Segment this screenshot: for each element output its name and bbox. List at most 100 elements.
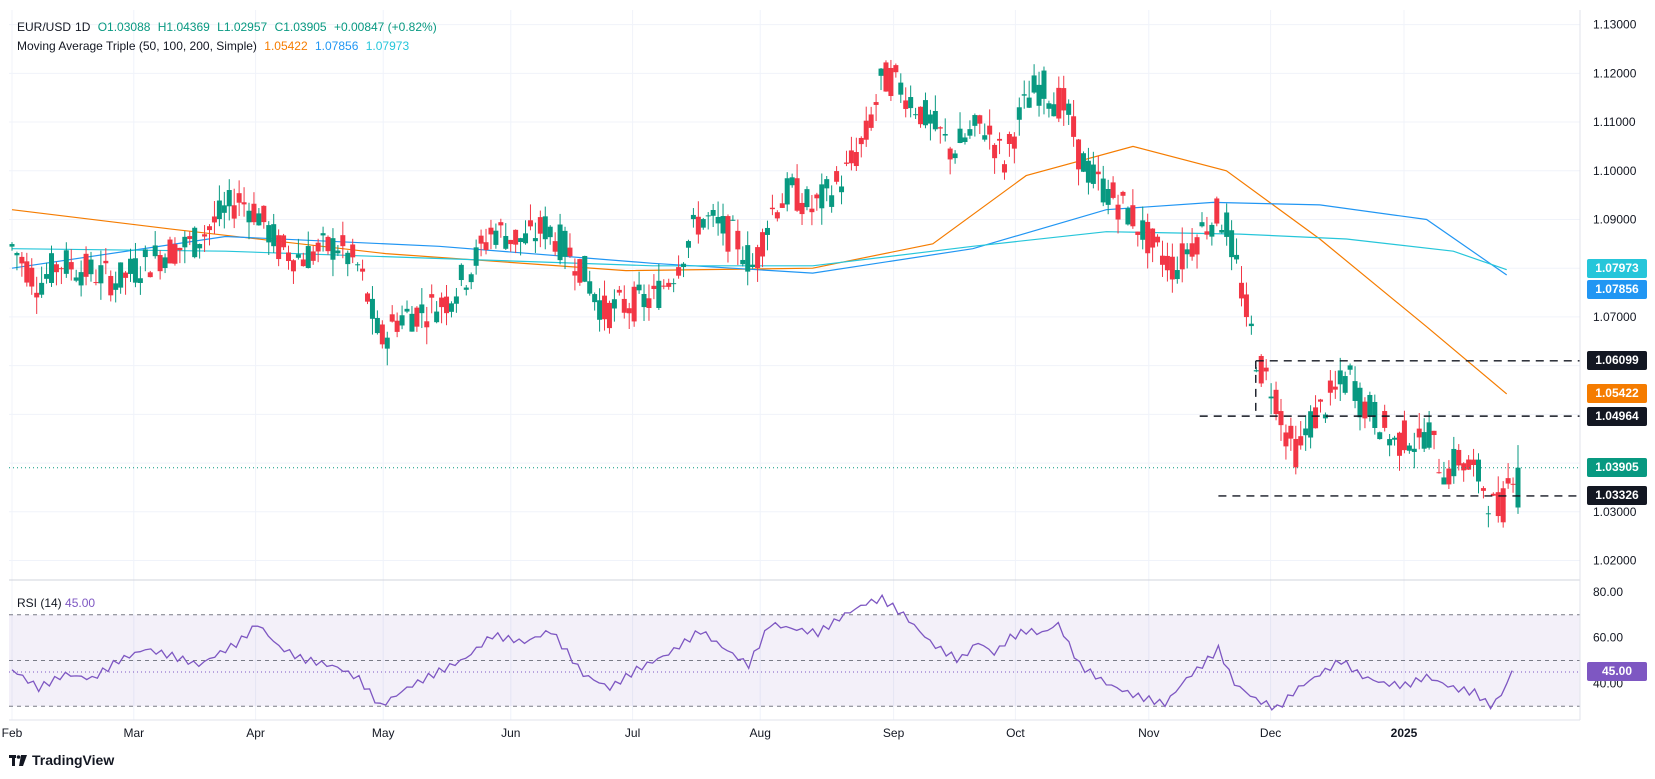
candle-body [987, 125, 993, 135]
candle-body [1155, 236, 1161, 243]
price-tag: 1.03326 [1587, 486, 1647, 506]
candle-body [167, 239, 173, 264]
candle-body [63, 250, 69, 274]
candle-body [962, 137, 968, 143]
candle-body [448, 303, 454, 312]
candle-body [527, 220, 533, 227]
price-tick-label: 1.11000 [1593, 115, 1636, 129]
price-tick-label: 1.02000 [1593, 554, 1637, 568]
candle-body [740, 259, 746, 265]
price-tag: 1.04964 [1587, 406, 1647, 426]
candle-body [1298, 436, 1304, 446]
candle-body [345, 252, 351, 265]
candle-body [557, 224, 563, 261]
candle-body [646, 298, 652, 309]
candle-body [1253, 370, 1259, 372]
candle-body [34, 292, 40, 298]
candle-body [1184, 249, 1190, 255]
candle-body [310, 251, 316, 261]
month-label: Dec [1260, 726, 1281, 740]
candle-body [93, 282, 99, 284]
candle-body [769, 207, 775, 210]
candle-body [690, 214, 696, 220]
candle-body [1332, 386, 1338, 390]
candle-body [1303, 428, 1309, 436]
candle-body [913, 114, 919, 116]
candle-body [829, 195, 835, 207]
candle-body [1288, 425, 1294, 439]
candle-body [671, 283, 677, 285]
candle-body [1401, 420, 1407, 451]
candle-body [1416, 428, 1422, 438]
candle-body [360, 268, 366, 272]
candle-body [947, 148, 953, 160]
candle-body [1426, 422, 1432, 448]
moving-average-lines [11, 145, 1508, 395]
candle-body [399, 315, 405, 326]
candle-body [409, 313, 415, 332]
candle-body [883, 62, 889, 92]
candle-body [384, 337, 390, 349]
candle-body [967, 129, 973, 136]
candle-body [957, 128, 963, 143]
candle-body [843, 162, 849, 164]
candle-body [473, 247, 479, 266]
candle-body [1204, 231, 1210, 235]
ma100-value: 1.07856 [315, 39, 359, 53]
candle-body [226, 190, 232, 207]
candle-body [606, 302, 612, 329]
candle-body [1362, 401, 1368, 419]
candle-body [1431, 430, 1437, 436]
candle-body [1258, 355, 1264, 384]
candle-body [523, 233, 529, 244]
candle-body [103, 260, 109, 264]
candle-body [1372, 401, 1378, 429]
candle-body [78, 272, 84, 286]
candle-body [1214, 198, 1220, 224]
ma-label: Moving Average Triple (50, 100, 200, Sim… [17, 39, 257, 53]
candle-body [819, 184, 825, 209]
candle-body [789, 177, 795, 186]
candle-body [972, 115, 978, 126]
candle-body [562, 230, 568, 257]
candle-body [1471, 459, 1477, 466]
candle-body [1179, 243, 1185, 270]
price-tick-label: 1.03000 [1593, 505, 1637, 519]
candle-body [779, 203, 785, 208]
candle-body [1021, 94, 1027, 96]
candle-body [1263, 367, 1269, 372]
candle-body [330, 238, 336, 260]
candle-body [463, 287, 469, 290]
candle-body [113, 283, 119, 290]
support-resistance-levels [9, 360, 1580, 497]
candle-body [177, 247, 183, 251]
candle-body [276, 235, 282, 260]
ma200-value: 1.07973 [365, 39, 410, 53]
candle-body [1367, 394, 1373, 417]
candle-body [908, 97, 914, 109]
candle-body [611, 299, 617, 309]
rsi-value: 45.00 [65, 596, 96, 610]
candle-body [419, 304, 425, 314]
candle-body [1224, 212, 1230, 237]
candle-body [784, 178, 790, 205]
candle-body [1392, 437, 1398, 440]
candle-body [142, 249, 148, 258]
candle-body [1248, 323, 1254, 327]
candle-body [320, 233, 326, 236]
candle-body [1001, 164, 1007, 173]
candle-body [715, 216, 721, 224]
candle-body [621, 298, 627, 313]
candle-body [503, 236, 509, 249]
price-tag: 1.07973 [1587, 259, 1647, 279]
candle-body [365, 293, 371, 302]
candle-body [730, 219, 736, 221]
candle-body [1317, 399, 1323, 402]
candle-body [1500, 488, 1506, 523]
candle-body [1510, 483, 1516, 485]
candle-body [404, 308, 410, 312]
candle-body [982, 135, 988, 140]
candle-body [1505, 478, 1511, 484]
candle-body [29, 267, 35, 287]
